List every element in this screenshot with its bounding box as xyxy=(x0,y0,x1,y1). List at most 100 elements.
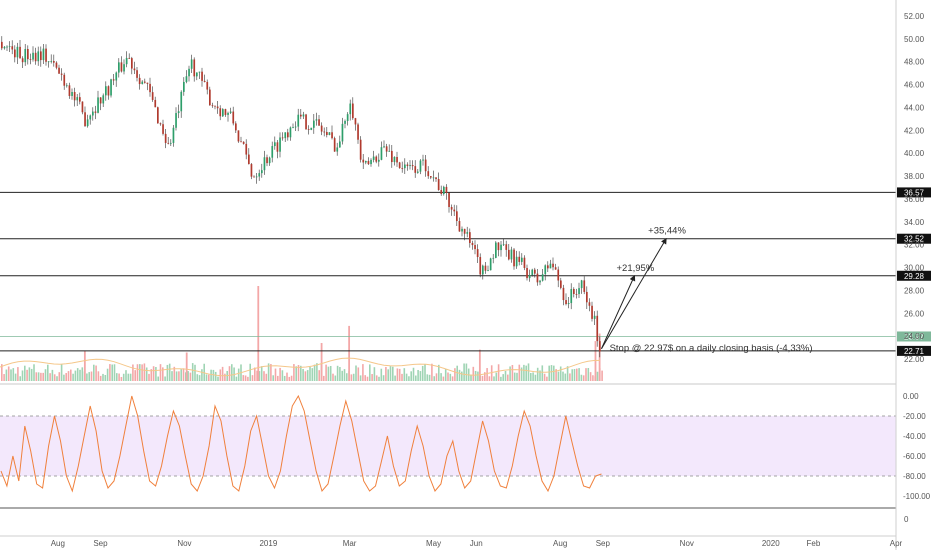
price-tick-label: 30.00 xyxy=(904,264,925,273)
candle-body xyxy=(570,289,573,304)
candle-body xyxy=(339,141,341,148)
candle-body xyxy=(253,176,255,178)
volume-bar xyxy=(281,370,284,381)
volume-bar xyxy=(474,370,477,381)
candle-body xyxy=(456,211,458,222)
volume-bar xyxy=(431,363,433,381)
candle-body xyxy=(521,257,523,262)
volume-bar xyxy=(24,365,26,381)
candle-body xyxy=(105,86,107,96)
volume-bar xyxy=(189,372,192,381)
volume-bar xyxy=(180,369,182,381)
volume-bar xyxy=(251,375,254,381)
candle-body xyxy=(99,97,102,104)
volume-bar xyxy=(461,371,463,381)
volume-bar xyxy=(520,367,523,381)
candle-body xyxy=(510,249,513,260)
candle-body xyxy=(167,142,170,144)
volume-bar xyxy=(104,374,107,381)
volume-bar xyxy=(155,367,157,381)
volume-bar xyxy=(79,369,81,381)
volume-bar xyxy=(53,374,56,381)
volume-bar xyxy=(548,365,550,381)
volume-bar xyxy=(277,375,279,381)
volume-bar xyxy=(359,375,362,381)
candle-body xyxy=(469,232,471,243)
candle-body xyxy=(300,114,302,117)
candle-body xyxy=(492,257,495,259)
volume-bar xyxy=(478,349,481,381)
candle-body xyxy=(398,162,401,169)
candle-body xyxy=(463,228,466,234)
candle-body xyxy=(422,159,424,161)
volume-bar xyxy=(493,376,495,381)
candle-body xyxy=(45,48,47,62)
volume-bar xyxy=(555,369,557,381)
volume-bar xyxy=(419,371,422,381)
candle-body xyxy=(177,111,180,114)
volume-bar xyxy=(263,371,265,381)
candle-body xyxy=(193,59,196,77)
volume-bar xyxy=(221,366,224,381)
volume-bar xyxy=(417,369,419,381)
candle-body xyxy=(6,46,8,48)
volume-bar xyxy=(539,370,541,381)
volume-bar xyxy=(380,368,383,381)
candle-body xyxy=(391,150,393,163)
candle-body xyxy=(8,46,11,48)
volume-bar xyxy=(428,374,431,381)
candle-body xyxy=(406,164,409,167)
candle-body xyxy=(341,123,344,142)
candle-body xyxy=(596,315,599,342)
volume-bar xyxy=(352,373,355,381)
volume-bar xyxy=(394,375,396,381)
candle-body xyxy=(385,146,388,152)
volume-bar xyxy=(525,365,527,381)
candle-body xyxy=(55,62,58,68)
candle-body xyxy=(216,106,219,109)
stop-annotation: Stop @ 22.97$ on a daily closing basis (… xyxy=(610,343,813,354)
volume-bar xyxy=(30,368,33,381)
candle-body xyxy=(172,127,175,143)
volume-bar xyxy=(585,368,587,381)
level-price-tag xyxy=(897,187,931,198)
candle-body xyxy=(240,141,242,143)
volume-bar xyxy=(191,363,194,381)
volume-bar xyxy=(463,363,465,381)
candle-body xyxy=(583,280,586,292)
candle-body xyxy=(365,160,367,163)
volume-bar xyxy=(208,374,210,381)
target-percent-label: +35,44% xyxy=(648,226,686,237)
candle-body xyxy=(401,168,404,169)
candle-body xyxy=(73,92,76,101)
level-price-tag xyxy=(897,270,931,281)
candle-body xyxy=(549,263,552,269)
candle-body xyxy=(588,302,591,306)
volume-bar xyxy=(185,372,187,381)
volume-bar xyxy=(440,373,442,381)
volume-bar xyxy=(346,373,348,381)
price-tick-label: 38.00 xyxy=(904,172,925,181)
candle-body xyxy=(133,68,136,71)
price-tick-label: 32.00 xyxy=(904,241,925,250)
candle-body xyxy=(170,142,172,144)
volume-bar xyxy=(171,371,173,381)
candle-body xyxy=(237,130,240,142)
volume-bar xyxy=(122,373,125,381)
candle-body xyxy=(557,269,560,281)
candle-body xyxy=(515,256,518,267)
volume-bar xyxy=(470,374,472,381)
candle-body xyxy=(414,166,417,173)
candle-body xyxy=(40,51,42,61)
volume-bar xyxy=(336,365,339,381)
volume-bar xyxy=(194,364,196,381)
volume-bar xyxy=(254,367,256,381)
candle-body xyxy=(86,119,89,127)
volume-bar xyxy=(249,363,251,381)
volume-bar xyxy=(83,350,86,381)
volume-bar xyxy=(366,376,369,381)
volume-bar xyxy=(486,368,488,381)
candle-body xyxy=(500,244,502,251)
volume-bar xyxy=(421,365,424,381)
